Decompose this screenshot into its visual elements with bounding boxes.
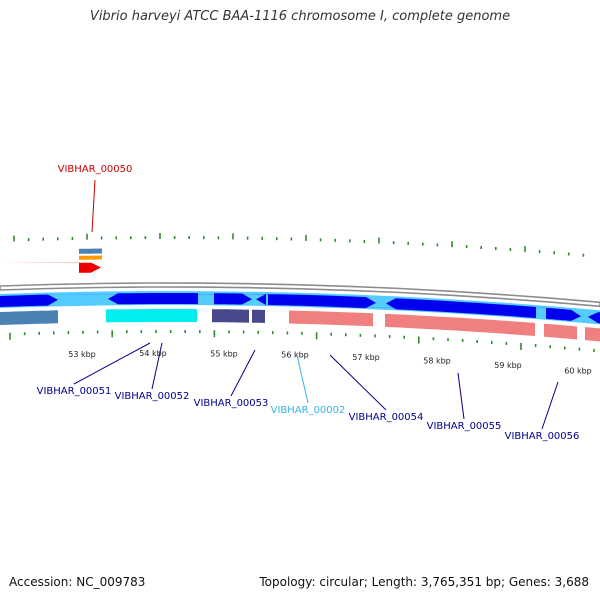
scale-label: 54 kbp (139, 349, 167, 358)
accession-label: Accession: NC_009783 (9, 575, 146, 589)
scale-label: 58 kbp (423, 357, 451, 366)
inner-tick-ring (9, 330, 595, 352)
outer-tick-ring (13, 233, 585, 257)
cds-arrow (256, 294, 266, 305)
backbone-line (0, 282, 600, 308)
feature-tracks (0, 248, 600, 342)
gene-box (585, 327, 600, 342)
gene-label[interactable]: VIBHAR_00052 (115, 391, 190, 402)
scale-label: 57 kbp (352, 353, 380, 362)
gene-box (252, 309, 265, 323)
callout-line (73, 342, 151, 385)
gene-box (385, 313, 535, 336)
callout-line (296, 354, 309, 404)
callout-line (457, 372, 465, 420)
callout-line (541, 381, 559, 430)
gene-box (79, 255, 102, 260)
cds-arrow (386, 298, 536, 318)
gene-label[interactable]: VIBHAR_00056 (505, 431, 580, 442)
gene-box (289, 310, 373, 327)
scale-label: 53 kbp (68, 350, 96, 359)
cds-arrow (108, 293, 198, 305)
gene-callouts: VIBHAR_00050 VIBHAR_00051 VIBHAR_00052 VIBH… (37, 164, 580, 442)
scale-label: 55 kbp (210, 349, 238, 358)
scale-label: 56 kbp (281, 351, 309, 360)
callout-line (151, 342, 163, 390)
gene-label[interactable]: VIBHAR_00055 (427, 421, 502, 432)
cds-arrow (588, 312, 600, 324)
scale-label: 60 kbp (564, 367, 592, 376)
gene-box (544, 323, 577, 340)
map-title: Vibrio harveyi ATCC BAA-1116 chromosome … (89, 9, 511, 24)
gene-label[interactable]: VIBHAR_00002 (271, 405, 346, 416)
gene-box (79, 248, 102, 254)
gene-box (0, 310, 58, 325)
callout-line (329, 354, 387, 411)
scale-label: 59 kbp (494, 361, 522, 370)
gene-arrow (0, 262, 101, 273)
cds-arrow (0, 294, 58, 307)
callout-line (230, 349, 256, 397)
cds-arrow (0, 293, 252, 305)
callout-line (91, 179, 96, 233)
gene-box (212, 309, 249, 323)
cds-arrow (0, 294, 376, 308)
gene-label[interactable]: VIBHAR_00053 (194, 398, 269, 409)
gene-label[interactable]: VIBHAR_00051 (37, 386, 112, 397)
genome-summary: Topology: circular; Length: 3,765,351 bp… (259, 575, 589, 589)
gene-box (106, 309, 197, 323)
scale-labels: 53 kbp 54 kbp 55 kbp 56 kbp 57 kbp 58 kbp 59 k… (68, 349, 592, 376)
gene-label[interactable]: VIBHAR_00054 (349, 412, 424, 423)
gene-label[interactable]: VIBHAR_00050 (58, 164, 133, 175)
